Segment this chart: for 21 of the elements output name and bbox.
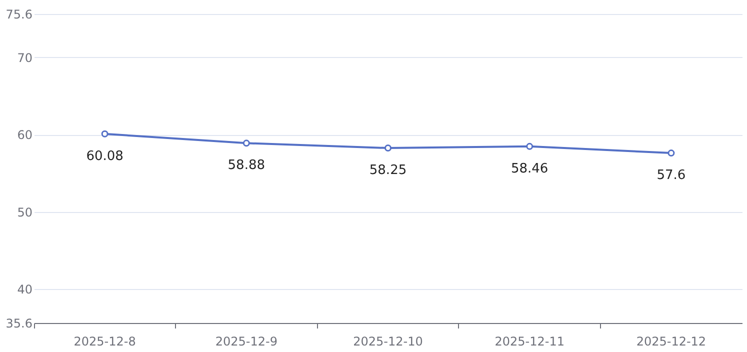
y-tick-label: 60 (17, 128, 32, 142)
x-tick-label: 2025-12-8 (74, 334, 136, 348)
data-label: 58.88 (228, 158, 266, 174)
y-tick-label: 75.6 (6, 8, 32, 22)
y-tick-label: 35.6 (6, 316, 32, 330)
data-label: 57.6 (656, 168, 686, 184)
x-tick-label: 2025-12-12 (636, 334, 706, 348)
point (526, 142, 534, 150)
y-tick-label: 70 (17, 50, 32, 65)
point (668, 150, 675, 157)
data-label: 60.08 (86, 148, 124, 164)
point (242, 140, 250, 147)
point (101, 130, 108, 138)
data-label: 58.46 (510, 161, 548, 176)
x-tick-label: 2025-12-10 (353, 334, 423, 348)
y-tick-label: 50 (17, 205, 32, 220)
x-tick-label: 2025-12-9 (215, 334, 278, 348)
y-tick-label: 40 (17, 282, 32, 297)
data-label: 58.25 (369, 163, 407, 178)
x-tick-label: 2025-12-11 (494, 334, 564, 348)
point (384, 144, 392, 152)
